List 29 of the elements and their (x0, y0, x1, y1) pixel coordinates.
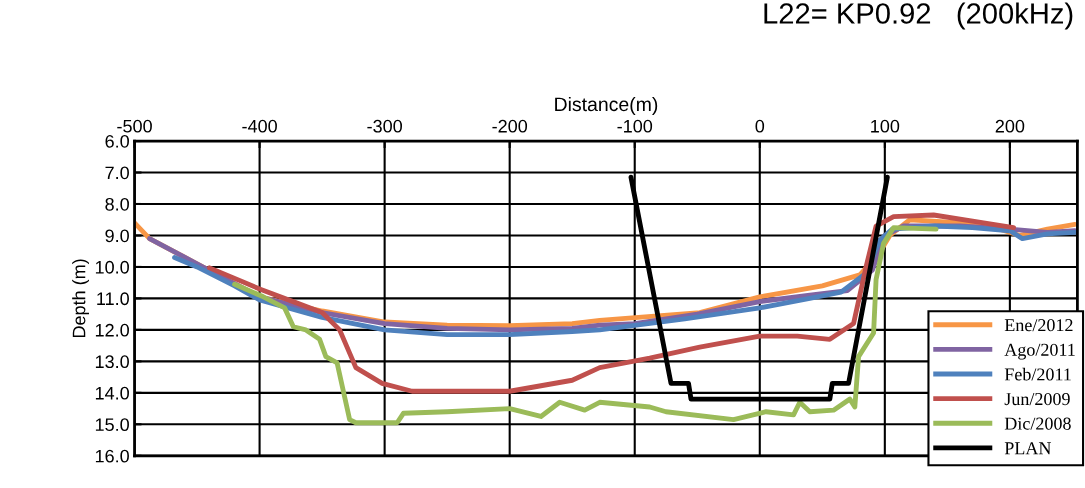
legend-label: Jun/2009 (1004, 392, 1070, 406)
legend-label: Ene/2012 (1004, 319, 1073, 332)
legend-label: Feb/2011 (1004, 367, 1071, 381)
x-tick-label: -500 (117, 119, 152, 133)
y-tick-label: 13.0 (95, 355, 129, 369)
x-axis-title: Distance(m) (555, 96, 658, 116)
y-tick-label: 14.0 (95, 386, 129, 400)
x-tick-label: 100 (871, 119, 900, 133)
legend-label: Ago/2011 (1004, 343, 1075, 360)
x-tick-label: 0 (755, 119, 765, 133)
x-tick-label: -400 (242, 119, 277, 133)
y-tick-label: 10.0 (95, 260, 129, 274)
y-tick-label: 11.0 (97, 292, 129, 306)
chart-title: L22= KP0.92 (200kHz) (764, 2, 1073, 30)
y-tick-label: 9.0 (105, 229, 129, 243)
y-tick-label: 7.0 (105, 166, 129, 180)
y-tick-label: 15.0 (95, 418, 129, 432)
y-axis-title: Depth (m) (72, 259, 89, 338)
y-tick-label: 16.0 (95, 449, 129, 463)
y-tick-label: 12.0 (95, 323, 129, 337)
x-tick-label: -200 (492, 119, 528, 133)
x-tick-label: -300 (367, 119, 402, 133)
y-tick-label: 6.0 (105, 134, 129, 148)
line-series (232, 225, 939, 426)
legend-label: PLAN (1004, 442, 1052, 455)
y-tick-label: 8.0 (105, 197, 129, 211)
legend-label: Dic/2008 (1004, 417, 1071, 430)
x-tick-label: 200 (995, 119, 1025, 133)
x-tick-label: -100 (617, 119, 653, 133)
